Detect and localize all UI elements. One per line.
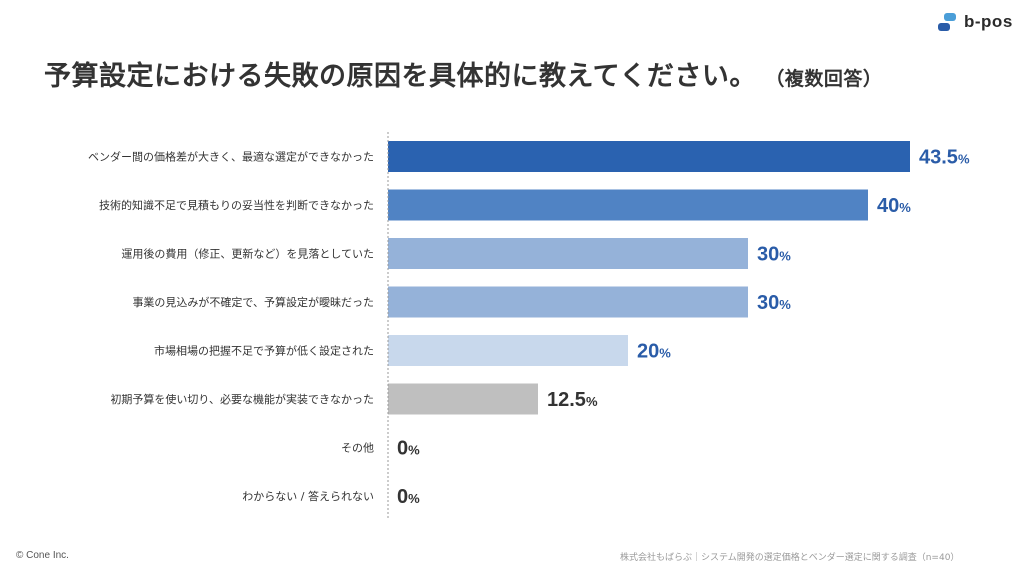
chart-title-main: 予算設定における失敗の原因を具体的に教えてください。 [44,61,757,92]
value-label: 30% [757,292,791,314]
category-label: 市場相場の把握不足で予算が低く設定された [154,344,374,358]
category-label: 技術的知識不足で見積もりの妥当性を判断できなかった [99,198,374,212]
value-label: 40% [877,195,911,217]
value-label: 0% [397,486,420,508]
bar [388,383,538,415]
bar [388,141,910,172]
category-label: 運用後の費用（修正、更新など）を見落としていた [121,247,374,261]
source-note: 株式会社もばらぶ｜システム開発の選定価格とベンダー選定に関する調査（n=40） [620,553,960,563]
value-label: 20% [637,341,671,363]
chart-subtitle: （複数回答） [774,68,883,90]
category-label: 事業の見込みが不確定で、予算設定が曖昧だった [132,295,374,309]
value-label: 30% [757,244,791,266]
category-label: 初期予算を使い切り、必要な機能が実装できなかった [110,392,374,406]
bar [388,286,748,318]
value-label: 12.5% [547,389,598,411]
brand-logo: b-pos [938,12,1013,32]
category-label: わからない / 答えられない [242,489,374,503]
brand-name: b-pos [964,12,1013,31]
b-pos-logo-icon [938,13,956,31]
bar [388,335,628,366]
bar [388,189,868,221]
value-label: 0% [397,438,420,460]
copyright: © Cone Inc. [16,550,69,561]
chart-title: 予算設定における失敗の原因を具体的に教えてください。 （複数回答） [44,54,882,93]
category-label: その他 [341,442,374,455]
value-label: 43.5% [919,147,970,169]
category-label: ベンダー間の価格差が大きく、最適な選定ができなかった [88,150,374,164]
bar [388,238,748,269]
